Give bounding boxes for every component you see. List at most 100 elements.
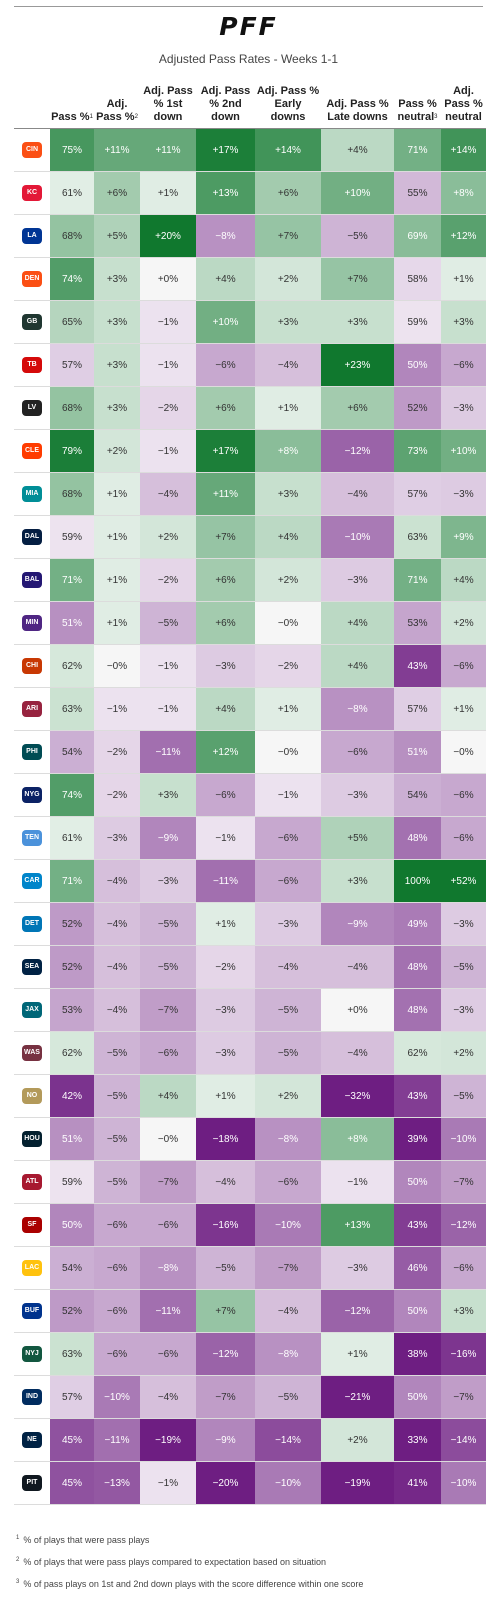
value-cell: −6%: [441, 1246, 486, 1290]
team-cell: GB: [14, 300, 50, 344]
team-header: [14, 72, 50, 129]
value-cell: 71%: [394, 128, 441, 172]
patriots-logo: NE: [22, 1432, 42, 1448]
value-cell: 46%: [394, 1246, 441, 1290]
value-cell: −12%: [321, 1289, 394, 1333]
value-cell: +14%: [441, 128, 486, 172]
value-cell: +1%: [196, 1074, 255, 1118]
table-row: NYG 74% −2% +3% −6% −1% −3% 54% −6%: [14, 773, 486, 817]
value-cell: 59%: [394, 300, 441, 344]
value-cell: +3%: [321, 300, 394, 344]
table-row: TEN 61% −3% −9% −1% −6% +5% 48% −6%: [14, 816, 486, 860]
value-cell: +2%: [441, 601, 486, 645]
value-cell: −5%: [441, 945, 486, 989]
value-cell: −3%: [441, 472, 486, 516]
team-cell: HOU: [14, 1117, 50, 1161]
value-cell: 50%: [394, 1289, 441, 1333]
team-cell: WAS: [14, 1031, 50, 1075]
value-cell: 74%: [50, 773, 94, 817]
value-cell: 48%: [394, 816, 441, 860]
value-cell: −11%: [140, 730, 196, 774]
value-cell: −0%: [255, 601, 321, 645]
value-cell: 42%: [50, 1074, 94, 1118]
value-cell: 74%: [50, 257, 94, 301]
table-row: LV 68% +3% −2% +6% +1% +6% 52% −3%: [14, 386, 486, 430]
value-cell: −12%: [441, 1203, 486, 1247]
col-header-5: Adj. Pass % Late downs: [321, 72, 394, 129]
value-cell: 51%: [50, 1117, 94, 1161]
value-cell: 51%: [394, 730, 441, 774]
table-row: PHI 54% −2% −11% +12% −0% −6% 51% −0%: [14, 730, 486, 774]
value-cell: +2%: [255, 558, 321, 602]
eagles-logo: PHI: [22, 744, 42, 760]
value-cell: 54%: [394, 773, 441, 817]
value-cell: +1%: [94, 558, 140, 602]
value-cell: 50%: [50, 1203, 94, 1247]
value-cell: +1%: [441, 687, 486, 731]
value-cell: +2%: [255, 257, 321, 301]
team-cell: LAC: [14, 1246, 50, 1290]
value-cell: +3%: [94, 386, 140, 430]
table-row: IND 57% −10% −4% −7% −5% −21% 50% −7%: [14, 1375, 486, 1419]
value-cell: +1%: [94, 601, 140, 645]
value-cell: 52%: [50, 902, 94, 946]
value-cell: +1%: [441, 257, 486, 301]
pass-rate-table: Pass %1 Adj. Pass %2 Adj. Pass % 1st dow…: [14, 72, 486, 1505]
value-cell: +13%: [196, 171, 255, 215]
value-cell: −12%: [321, 429, 394, 473]
packers-logo: GB: [22, 314, 42, 330]
value-cell: +0%: [140, 257, 196, 301]
value-cell: +6%: [94, 171, 140, 215]
value-cell: −6%: [255, 816, 321, 860]
team-cell: ARI: [14, 687, 50, 731]
saints-logo: NO: [22, 1088, 42, 1104]
value-cell: +17%: [196, 128, 255, 172]
value-cell: −21%: [321, 1375, 394, 1419]
value-cell: +12%: [441, 214, 486, 258]
value-cell: −0%: [140, 1117, 196, 1161]
team-cell: ATL: [14, 1160, 50, 1204]
ravens-logo: BAL: [22, 572, 42, 588]
value-cell: −5%: [255, 1375, 321, 1419]
table-row: NE 45% −11% −19% −9% −14% +2% 33% −14%: [14, 1418, 486, 1462]
value-cell: 79%: [50, 429, 94, 473]
value-cell: 63%: [50, 687, 94, 731]
team-cell: NE: [14, 1418, 50, 1462]
team-cell: CAR: [14, 859, 50, 903]
seahawks-logo: SEA: [22, 959, 42, 975]
value-cell: −4%: [140, 1375, 196, 1419]
value-cell: −3%: [255, 902, 321, 946]
table-row: HOU 51% −5% −0% −18% −8% +8% 39% −10%: [14, 1117, 486, 1161]
col-header-7: Adj. Pass % neutral: [441, 72, 486, 129]
value-cell: −3%: [140, 859, 196, 903]
value-cell: −8%: [255, 1117, 321, 1161]
value-cell: +11%: [94, 128, 140, 172]
value-cell: +4%: [196, 687, 255, 731]
value-cell: −1%: [196, 816, 255, 860]
col-header-4: Adj. Pass % Early downs: [255, 72, 321, 129]
pff-logo: PFF: [219, 12, 278, 41]
value-cell: 43%: [394, 1074, 441, 1118]
value-cell: 71%: [50, 558, 94, 602]
value-cell: +2%: [321, 1418, 394, 1462]
value-cell: −1%: [255, 773, 321, 817]
value-cell: −11%: [94, 1418, 140, 1462]
value-cell: +7%: [196, 515, 255, 559]
value-cell: +10%: [441, 429, 486, 473]
browns-logo: CLE: [22, 443, 42, 459]
value-cell: −4%: [140, 472, 196, 516]
team-cell: PHI: [14, 730, 50, 774]
team-cell: CLE: [14, 429, 50, 473]
value-cell: −4%: [321, 945, 394, 989]
value-cell: +2%: [140, 515, 196, 559]
value-cell: 55%: [394, 171, 441, 215]
value-cell: 75%: [50, 128, 94, 172]
value-cell: 68%: [50, 472, 94, 516]
value-cell: 38%: [394, 1332, 441, 1376]
value-cell: +2%: [441, 1031, 486, 1075]
steelers-logo: PIT: [22, 1475, 42, 1491]
value-cell: −2%: [255, 644, 321, 688]
value-cell: 68%: [50, 214, 94, 258]
vikings-logo: MIN: [22, 615, 42, 631]
value-cell: 63%: [394, 515, 441, 559]
